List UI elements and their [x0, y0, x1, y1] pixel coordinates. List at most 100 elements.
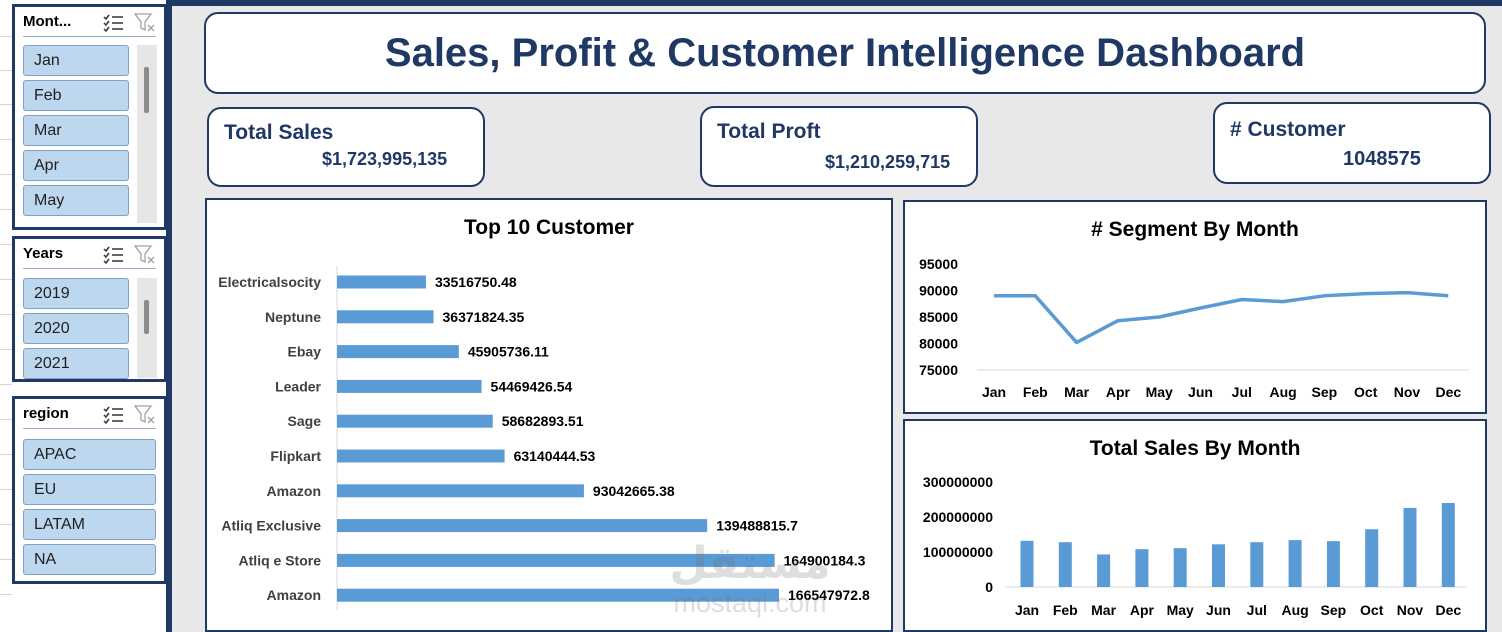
years-slicer-scrollbar[interactable] — [137, 278, 157, 378]
customer-label: Atliq e Store — [239, 552, 322, 568]
customer-bar — [337, 519, 708, 533]
slicer-item-latam[interactable]: LATAM — [23, 509, 156, 540]
slicer-item-mar[interactable]: Mar — [23, 115, 129, 146]
sales-bar — [1020, 540, 1034, 587]
sales-y-tick: 100000000 — [923, 544, 993, 560]
customer-value-label: 58682893.51 — [502, 413, 584, 429]
years-slicer: Years 2019 2020 2021 — [12, 236, 167, 382]
sales-y-tick: 300000000 — [923, 474, 993, 490]
slicer-item-2019[interactable]: 2019 — [23, 278, 129, 309]
sheet-gridline — [0, 314, 12, 315]
slicer-item-2020[interactable]: 2020 — [23, 313, 129, 344]
customer-label: Ebay — [288, 344, 322, 360]
sidebar-divider — [166, 0, 172, 632]
top-customers-title: Top 10 Customer — [464, 216, 634, 239]
customer-label: Amazon — [267, 483, 321, 499]
clear-filter-icon[interactable] — [134, 12, 156, 32]
segment-x-tick: Jun — [1188, 384, 1213, 400]
customer-value-label: 36371824.35 — [443, 309, 525, 325]
years-slicer-title: Years — [23, 245, 64, 262]
segment-x-tick: Mar — [1064, 384, 1089, 400]
kpi-total-sales-label: Total Sales — [224, 121, 334, 144]
region-slicer-header: region — [23, 399, 156, 429]
title-banner: Sales, Profit & Customer Intelligence Da… — [204, 12, 1486, 94]
kpi-total-profit: Total Proft $1,210,259,715 — [700, 106, 978, 187]
slicer-item-may[interactable]: May — [23, 185, 129, 216]
sheet-gridline — [0, 349, 12, 350]
slicer-item-apac[interactable]: APAC — [23, 439, 156, 470]
clear-filter-icon[interactable] — [134, 404, 156, 424]
segment-y-tick: 80000 — [919, 336, 958, 352]
customer-label: Atliq Exclusive — [221, 518, 321, 534]
region-slicer-title: region — [23, 405, 69, 422]
customer-label: Flipkart — [270, 448, 321, 464]
customer-bar — [337, 379, 482, 393]
sheet-gridline — [0, 489, 12, 490]
segment-x-tick: Apr — [1106, 384, 1131, 400]
segment-x-tick: Dec — [1435, 384, 1461, 400]
top-customers-chart: Top 10 Customer Electricalsocity 33516750… — [205, 198, 893, 632]
multi-select-icon[interactable] — [102, 404, 124, 424]
slicer-panel: Mont... Jan Feb Mar Apr Ma — [0, 0, 172, 632]
years-slicer-scroll-thumb[interactable] — [144, 300, 149, 334]
sales-x-tick: Jul — [1247, 602, 1267, 618]
kpi-customers: # Customer 1048575 — [1213, 102, 1491, 184]
slicer-item-2021[interactable]: 2021 — [23, 348, 129, 379]
sales-bar — [1403, 507, 1417, 587]
segment-y-tick: 90000 — [919, 283, 958, 299]
sheet-gridline — [0, 244, 12, 245]
customer-bar — [337, 553, 775, 567]
dashboard-title: Sales, Profit & Customer Intelligence Da… — [384, 30, 1306, 75]
multi-select-icon[interactable] — [102, 12, 124, 32]
sales-bar — [1058, 542, 1072, 587]
slicer-item-eu[interactable]: EU — [23, 474, 156, 505]
segment-chart: # Segment By Month 95000 90000 85000 80000 7… — [903, 200, 1487, 414]
customer-value-label: 54469426.54 — [491, 378, 573, 394]
clear-filter-icon[interactable] — [134, 244, 156, 264]
sales-y-tick: 200000000 — [923, 509, 993, 525]
sales-x-tick: Aug — [1281, 602, 1308, 618]
sales-bar — [1212, 544, 1225, 587]
month-slicer-scroll-thumb[interactable] — [144, 67, 149, 113]
kpi-total-profit-label: Total Proft — [717, 120, 821, 143]
customer-value-label: 139488815.7 — [716, 518, 798, 534]
multi-select-icon[interactable] — [102, 244, 124, 264]
sales-bar — [1441, 503, 1455, 587]
customer-label: Amazon — [267, 587, 321, 603]
sheet-gridline — [0, 594, 12, 595]
sales-bar — [1365, 529, 1379, 587]
sales-bar — [1135, 549, 1149, 587]
slicer-item-apr[interactable]: Apr — [23, 150, 129, 181]
sheet-gridline — [0, 70, 12, 71]
slicer-item-feb[interactable]: Feb — [23, 80, 129, 111]
sales-bar — [1173, 548, 1187, 587]
customer-value-label: 166547972.8 — [788, 587, 870, 603]
segment-line — [994, 290, 1449, 345]
sales-y-tick: 0 — [985, 579, 993, 595]
kpi-customers-label: # Customer — [1230, 118, 1346, 141]
customer-value-label: 93042665.38 — [593, 483, 675, 499]
month-slicer-scrollbar[interactable] — [137, 45, 157, 223]
sheet-gridline — [0, 419, 12, 420]
customer-bar — [337, 414, 493, 428]
sheet-gridline — [0, 36, 12, 37]
segment-y-tick: 85000 — [919, 309, 958, 325]
sales-x-tick: Apr — [1130, 602, 1155, 618]
slicer-item-jan[interactable]: Jan — [23, 45, 129, 76]
sales-x-tick: Jan — [1015, 602, 1039, 618]
customer-label: Sage — [288, 413, 322, 429]
month-slicer-title: Mont... — [23, 13, 72, 30]
segment-y-tick: 75000 — [919, 362, 958, 378]
segment-x-tick: Oct — [1354, 384, 1378, 400]
segment-x-tick: Feb — [1023, 384, 1048, 400]
customer-value-label: 164900184.3 — [784, 552, 866, 568]
segment-x-tick: Jul — [1232, 384, 1252, 400]
sheet-gridline — [0, 454, 12, 455]
sheet-gridline — [0, 384, 12, 385]
sales-bar — [1250, 542, 1264, 587]
sales-x-tick: Feb — [1053, 602, 1078, 618]
segment-x-tick: Nov — [1394, 384, 1421, 400]
sales-bar — [1097, 554, 1111, 587]
top-customers-plot: Electricalsocity 33516750.48 Neptune 363718… — [218, 266, 870, 610]
slicer-item-na[interactable]: NA — [23, 544, 156, 575]
